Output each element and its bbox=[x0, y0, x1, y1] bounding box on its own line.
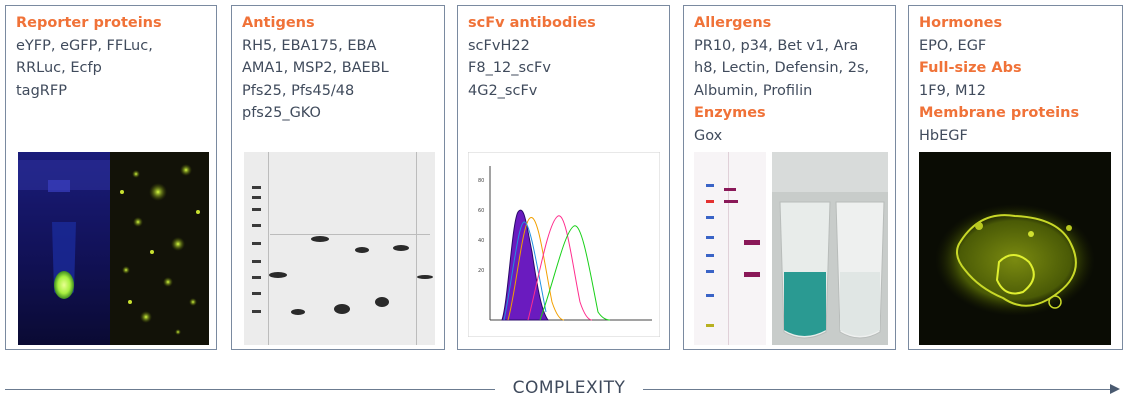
section-line: scFvH22 bbox=[468, 37, 530, 54]
section-heading: Reporter proteins bbox=[16, 15, 162, 31]
svg-text:80: 80 bbox=[478, 178, 484, 184]
section-line: RH5, EBA175, EBA bbox=[242, 37, 377, 54]
arrow-right-icon bbox=[1110, 384, 1120, 394]
svg-text:20: 20 bbox=[478, 268, 484, 274]
section-line: AMA1, MSP2, BAEBL bbox=[242, 60, 389, 77]
panel-allergens: Allergens PR10, p34, Bet v1, Ara h8, Lec… bbox=[683, 5, 896, 350]
svg-text:60: 60 bbox=[478, 208, 484, 214]
section-line: 1F9, M12 bbox=[919, 82, 986, 99]
section-line: PR10, p34, Bet v1, Ara bbox=[694, 37, 859, 54]
allergen-blot-enzyme-tubes-image bbox=[694, 152, 888, 345]
section-heading: Antigens bbox=[242, 15, 315, 31]
section-line: tagRFP bbox=[16, 82, 67, 99]
section-heading: scFv antibodies bbox=[468, 15, 596, 31]
panel-antigens: Antigens RH5, EBA175, EBA AMA1, MSP2, BA… bbox=[231, 5, 445, 350]
section-line: eYFP, eGFP, FFLuc, bbox=[16, 37, 153, 54]
section-heading: Hormones bbox=[919, 15, 1003, 31]
complexity-axis: COMPLEXITY bbox=[0, 378, 1128, 402]
axis-line bbox=[643, 389, 1113, 390]
panel-reporter-proteins: Reporter proteins eYFP, eGFP, FFLuc, RRL… bbox=[5, 5, 217, 350]
section-line: Albumin, Profilin bbox=[694, 82, 813, 99]
section-heading: Full-size Abs bbox=[919, 60, 1022, 77]
section-heading: Enzymes bbox=[694, 105, 766, 122]
section-line: Pfs25, Pfs45/48 bbox=[242, 82, 355, 99]
antigen-gel-image bbox=[244, 152, 435, 345]
axis-label: COMPLEXITY bbox=[512, 378, 626, 398]
panel-scfv-antibodies: scFv antibodies scFvH22 F8_12_scFv 4G2_s… bbox=[457, 5, 670, 350]
section-line: HbEGF bbox=[919, 127, 968, 144]
scfv-flow-histogram-image: 80 60 40 20 bbox=[468, 152, 660, 337]
membrane-protein-micrograph-image bbox=[919, 152, 1111, 345]
section-heading: Allergens bbox=[694, 15, 772, 31]
fluorescence-tube-micrograph-image bbox=[18, 152, 209, 345]
axis-line bbox=[5, 389, 495, 390]
section-line: pfs25_GKO bbox=[242, 105, 321, 122]
section-line: h8, Lectin, Defensin, 2s, bbox=[694, 60, 870, 77]
section-line: RRLuc, Ecfp bbox=[16, 60, 102, 77]
section-heading: Membrane proteins bbox=[919, 105, 1080, 122]
panel-hormones: Hormones EPO, EGF Full-size Abs 1F9, M12… bbox=[908, 5, 1123, 350]
svg-text:40: 40 bbox=[478, 238, 484, 244]
section-line: 4G2_scFv bbox=[468, 82, 538, 99]
section-line: EPO, EGF bbox=[919, 37, 987, 54]
section-line: F8_12_scFv bbox=[468, 60, 551, 77]
section-line: Gox bbox=[694, 127, 723, 144]
